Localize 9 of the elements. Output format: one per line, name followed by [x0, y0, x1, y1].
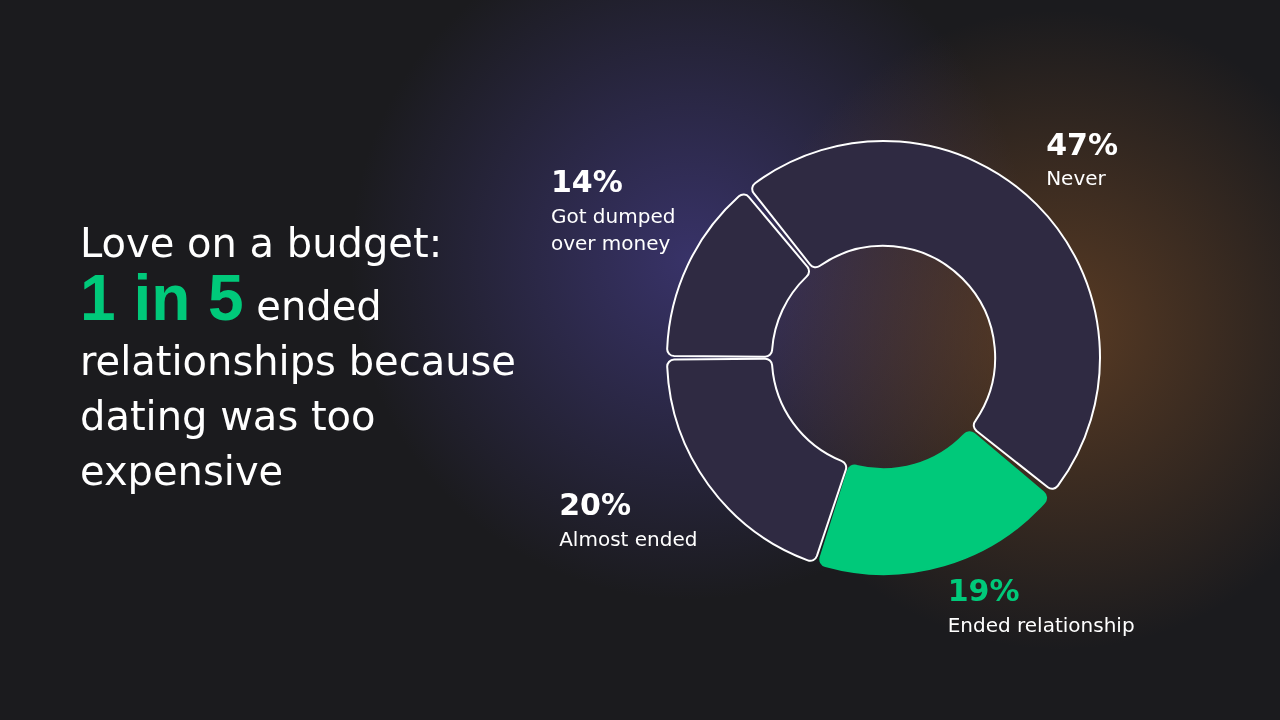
- data-label: 19%: [947, 573, 1020, 609]
- data-label: 20%: [559, 487, 631, 523]
- slice-label: Never: [1046, 166, 1107, 191]
- data-label: 14%: [550, 164, 623, 200]
- slice-label: Almost ended: [559, 526, 698, 551]
- slice-label: Got dumped over money: [550, 203, 676, 255]
- slice-label: Ended relationship: [947, 612, 1135, 637]
- data-label: 47%: [1046, 126, 1118, 162]
- text: Love on a budget:: [80, 219, 444, 268]
